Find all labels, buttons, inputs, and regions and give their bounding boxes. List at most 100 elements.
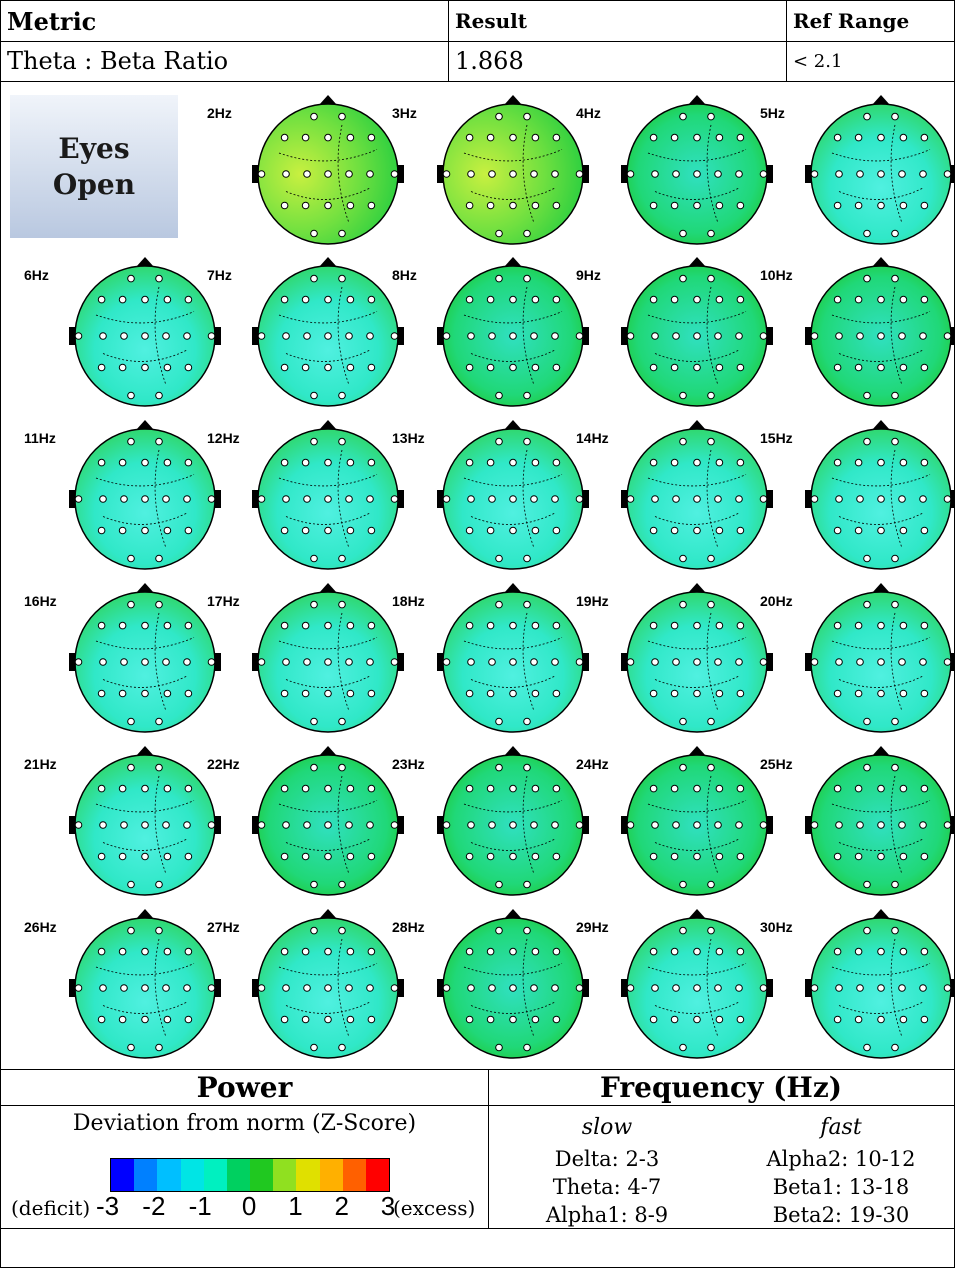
nose-marker: [136, 909, 154, 919]
nose-marker: [319, 909, 337, 919]
electrode: [670, 526, 679, 535]
right-ear-marker: [398, 165, 404, 183]
electrode: [899, 458, 908, 467]
electrode: [282, 495, 290, 503]
electrode: [552, 295, 561, 304]
electrode: [155, 554, 163, 563]
electrode: [141, 658, 149, 666]
electrode: [346, 784, 355, 793]
electrode: [310, 926, 318, 935]
electrode: [835, 170, 843, 178]
contour-line: [654, 675, 740, 688]
electrode: [280, 947, 289, 956]
contour-line: [337, 775, 350, 875]
power-title: Power: [1, 1069, 489, 1106]
right-ear-marker: [583, 327, 589, 345]
electrode: [523, 274, 531, 283]
electrode: [670, 1015, 679, 1024]
electrode: [467, 332, 475, 340]
electrode: [184, 784, 193, 793]
electrode: [891, 717, 899, 726]
electrode: [943, 984, 952, 992]
electrode: [877, 133, 885, 142]
electrode: [257, 170, 266, 178]
electrode: [465, 133, 474, 142]
electrode: [552, 526, 561, 535]
electrode: [759, 495, 768, 503]
electrode: [626, 821, 635, 829]
contour-line: [647, 149, 747, 162]
electrode: [523, 926, 531, 935]
electrode: [833, 1015, 842, 1024]
topomap-frequency-label: 9Hz: [576, 267, 601, 283]
electrode: [141, 621, 149, 630]
contour-line: [654, 349, 740, 362]
colorbar-swatch: [180, 1159, 204, 1191]
contour-line: [654, 838, 740, 851]
electrode: [324, 363, 332, 372]
electrode: [301, 133, 310, 142]
left-ear-marker: [69, 816, 75, 834]
electrode: [920, 784, 929, 793]
electrode: [162, 984, 170, 992]
nose-marker: [504, 909, 522, 919]
electrode: [693, 495, 701, 503]
electrode: [127, 554, 135, 563]
scale-tick: -2: [142, 1191, 166, 1221]
electrode: [833, 526, 842, 535]
electrode: [465, 1015, 474, 1024]
band-range: 19-30: [848, 1203, 910, 1227]
electrode: [715, 852, 724, 861]
electrode: [141, 947, 149, 956]
electrode: [877, 201, 885, 210]
electrode: [833, 295, 842, 304]
electrode: [649, 947, 658, 956]
electrode: [366, 495, 374, 503]
contour-line: [337, 449, 350, 549]
contour-line: [154, 449, 167, 549]
electrode: [552, 133, 561, 142]
electrode: [509, 784, 517, 793]
electrode: [324, 984, 332, 992]
electrode: [670, 295, 679, 304]
electrode: [465, 458, 474, 467]
nose-marker: [319, 95, 337, 105]
electrode: [509, 495, 517, 503]
electrode: [310, 1043, 318, 1052]
contour-line: [890, 449, 903, 549]
electrode: [465, 201, 474, 210]
colorbar-swatch: [342, 1159, 366, 1191]
electrode: [509, 363, 517, 372]
electrode: [467, 984, 475, 992]
electrode: [531, 133, 540, 142]
electrode: [141, 1015, 149, 1024]
contour-line: [654, 187, 740, 200]
nose-marker: [872, 420, 890, 430]
electrode: [626, 984, 635, 992]
metric-ref-range: < 2.1: [793, 50, 843, 72]
electrode: [488, 821, 496, 829]
contour-line: [337, 612, 350, 712]
electrode: [854, 1015, 863, 1024]
electrode: [736, 295, 745, 304]
contour-line: [463, 800, 563, 813]
electrode: [679, 717, 687, 726]
contour-line: [278, 474, 378, 487]
electrode: [920, 133, 929, 142]
contour-line: [278, 800, 378, 813]
electrode: [530, 495, 538, 503]
electrode: [899, 852, 908, 861]
contour-line: [647, 800, 747, 813]
electrode: [310, 880, 318, 889]
electrode: [310, 554, 318, 563]
zscore-colorbar: [110, 1158, 390, 1192]
contour-line: [278, 149, 378, 162]
electrode: [863, 274, 871, 283]
topomap-frequency-label: 22Hz: [207, 756, 240, 772]
electrode: [714, 984, 722, 992]
electrode: [141, 363, 149, 372]
electrode: [551, 821, 559, 829]
electrode: [899, 295, 908, 304]
electrode: [495, 926, 503, 935]
electrode: [509, 170, 517, 178]
